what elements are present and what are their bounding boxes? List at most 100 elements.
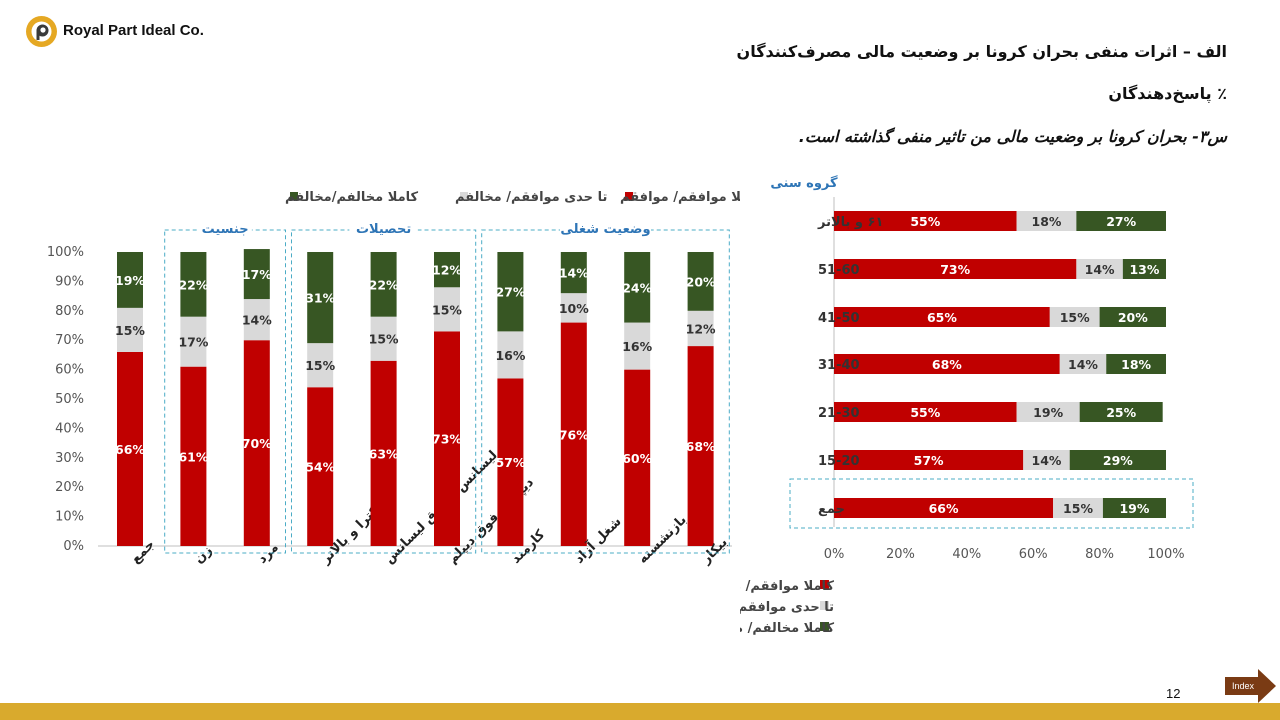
data-label: 63%: [369, 446, 399, 461]
disagree-segment: [687, 252, 714, 311]
data-label: 14%: [1032, 453, 1062, 468]
data-label: 19%: [1119, 501, 1149, 516]
data-label: 14%: [1068, 357, 1098, 372]
data-label: 60%: [622, 451, 652, 466]
legend-label: تا حدی موافقم/ مخالفم: [455, 190, 607, 205]
x-tick-label: 20%: [886, 547, 915, 562]
agree-segment: [834, 354, 1060, 374]
y-tick-label: 0%: [63, 539, 84, 554]
legend-swatch: [820, 580, 829, 589]
data-label: 13%: [1129, 262, 1159, 277]
data-label: 15%: [1063, 501, 1093, 516]
y-tick-label: 41-50: [818, 311, 860, 326]
disagree-segment: [1102, 498, 1166, 518]
data-label: 19%: [115, 273, 145, 288]
agree-segment: [307, 387, 334, 546]
data-label: 22%: [178, 277, 208, 292]
neutral-segment: [687, 310, 714, 347]
agree-segment: [687, 346, 714, 546]
disagree-segment: [1079, 402, 1163, 422]
disagree-segment: [497, 252, 524, 332]
group-box: [164, 229, 286, 554]
brand-name: Royal Part Ideal Co.: [63, 22, 204, 39]
legend-swatch: [290, 192, 298, 200]
y-tick-label: 100%: [47, 245, 84, 260]
legend-label: کاملا موافقم/ موافقم: [740, 579, 834, 594]
data-label: 16%: [495, 348, 525, 363]
x-tick-label: 80%: [1085, 547, 1114, 562]
y-tick-label: 10%: [55, 510, 84, 525]
demographics-stacked-bar-chart: 0% 10% 20% 30% 40% 50% 60% 70% 80% 90% 100% 66% 15% 1…: [47, 190, 740, 568]
legend-swatch: [820, 601, 829, 610]
data-label: 73%: [432, 432, 462, 447]
data-label: 68%: [686, 439, 716, 454]
disagree-segment: [370, 252, 397, 317]
data-label: 54%: [305, 460, 335, 475]
legend-label: کاملا موافقم/ موافقم: [620, 190, 740, 205]
neutral-segment: [1076, 259, 1123, 279]
data-label: 27%: [495, 285, 525, 300]
agree-segment: [834, 211, 1017, 231]
agree-segment: [834, 450, 1024, 470]
agree-segment: [834, 498, 1054, 518]
agree-segment: [370, 360, 397, 546]
data-label: 22%: [369, 277, 399, 292]
data-label: 15%: [369, 332, 399, 347]
y-tick-label: 20%: [55, 480, 84, 495]
data-label: 18%: [1121, 357, 1151, 372]
data-label: 61%: [178, 449, 208, 464]
legend-label: کاملا مخالفم/مخالفم: [285, 190, 419, 205]
y-tick-label: جمع: [818, 502, 845, 517]
group-label-background: [560, 220, 651, 238]
data-label: 76%: [559, 427, 589, 442]
y-tick-label: 40%: [55, 421, 84, 436]
data-label: 15%: [1060, 310, 1090, 325]
disagree-segment: [560, 252, 587, 294]
y-tick-label: ۶۱ و بالاتر: [817, 215, 883, 230]
data-label: 16%: [622, 339, 652, 354]
disagree-segment: [1076, 211, 1166, 231]
neutral-segment: [1016, 402, 1080, 422]
index-button[interactable]: Index: [1225, 669, 1277, 703]
neutral-segment: [370, 316, 397, 361]
data-label: 14%: [559, 266, 589, 281]
data-label: 24%: [622, 280, 652, 295]
chart-title: گروه سنی: [770, 175, 838, 191]
disagree-segment: [243, 249, 270, 300]
data-label: 20%: [1118, 310, 1148, 325]
data-label: 12%: [432, 263, 462, 278]
data-label: 18%: [1032, 214, 1062, 229]
data-label: 57%: [914, 453, 944, 468]
age-group-stacked-bar-chart: گروه سنی 55% 18% 27% ۶۱ و بالاتر 73% 14% 13% 51-…: [740, 175, 1194, 636]
neutral-segment: [307, 343, 334, 388]
group-label: جنسیت: [202, 222, 249, 237]
disagree-segment: [434, 252, 460, 288]
disagree-segment: [307, 252, 334, 344]
legend-label: کاملا مخالفم/ مخالفم: [740, 621, 834, 636]
agree-segment: [834, 259, 1077, 279]
data-label: 73%: [940, 262, 970, 277]
x-tick-label: 40%: [952, 547, 981, 562]
data-label: 14%: [242, 313, 272, 328]
data-label: 17%: [242, 267, 272, 282]
slide-subtitle: ٪ پاسخ‌دهندگان: [1108, 84, 1227, 103]
agree-segment: [117, 351, 143, 546]
data-label: 66%: [929, 501, 959, 516]
data-label: 31%: [305, 291, 335, 306]
data-label: 19%: [1033, 405, 1063, 420]
group-box: [481, 229, 730, 554]
data-label: 12%: [686, 321, 716, 336]
neutral-segment: [434, 287, 460, 332]
legend-swatch: [625, 192, 633, 200]
x-tick-label: زن: [192, 543, 216, 567]
neutral-segment: [180, 316, 207, 367]
agree-segment: [180, 366, 207, 546]
y-tick-label: 30%: [55, 451, 84, 466]
y-tick-label: 51-60: [818, 263, 860, 278]
agree-segment: [243, 340, 270, 546]
x-tick-label: 0%: [824, 547, 845, 562]
data-label: 55%: [910, 405, 940, 420]
agree-segment: [834, 402, 1017, 422]
footer-bar: [0, 703, 1280, 720]
neutral-segment: [1049, 307, 1100, 327]
